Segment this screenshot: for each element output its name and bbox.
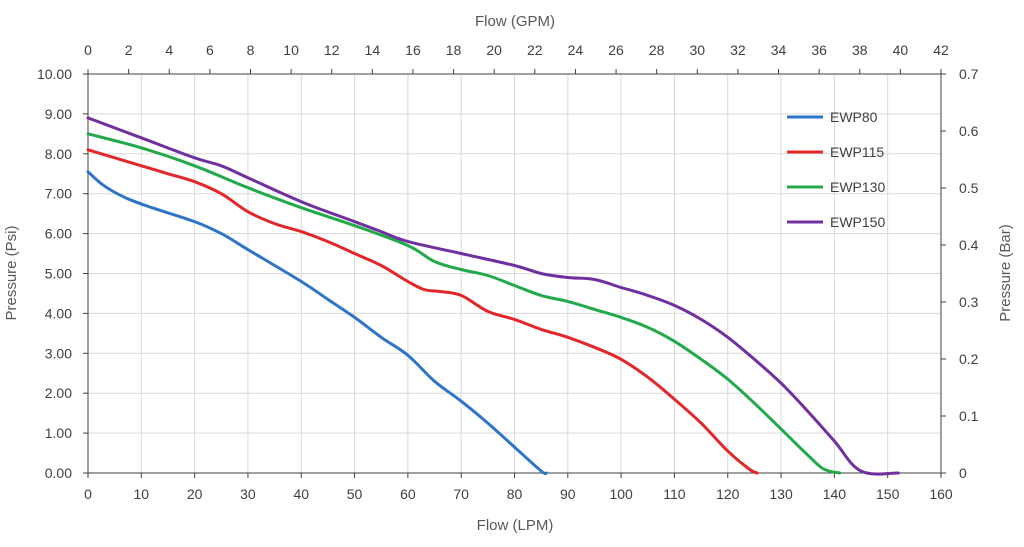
x2-tick-label: 14 — [365, 42, 381, 58]
x2-tick-label: 34 — [771, 42, 787, 58]
x2-tick-label: 6 — [206, 42, 214, 58]
x2-tick-label: 28 — [649, 42, 665, 58]
series-line-ewp150 — [86, 116, 900, 476]
x2-tick-label: 20 — [486, 42, 502, 58]
x2-tick-label: 16 — [405, 42, 421, 58]
series-layer — [86, 116, 900, 476]
y-tick-label: 7.00 — [45, 186, 72, 202]
x2-tick-label: 0 — [84, 42, 92, 58]
y2-tick-label: 0.6 — [959, 123, 979, 139]
y2-tick-label: 0.7 — [959, 66, 979, 82]
x-tick-label: 110 — [663, 486, 686, 502]
x2-tick-label: 30 — [689, 42, 705, 58]
legend-label: EWP130 — [830, 179, 885, 195]
x-tick-label: 90 — [560, 486, 576, 502]
axes-layer: 0 10 20 30 40 50 60 70 80 90 100 110 120 130 140 150 160… — [37, 42, 979, 502]
legend: EWP80 EWP115 EWP130 EWP150 — [787, 109, 885, 230]
x2-tick-label: 26 — [608, 42, 624, 58]
x2-tick-label: 42 — [933, 42, 949, 58]
y2-axis-title: Pressure (Bar) — [997, 224, 1014, 322]
x-tick-label: 80 — [507, 486, 523, 502]
x-tick-label: 0 — [84, 486, 92, 502]
x2-tick-label: 4 — [165, 42, 173, 58]
y2-tick-label: 0.2 — [959, 351, 979, 367]
x-tick-label: 150 — [876, 486, 900, 502]
x-tick-label: 20 — [187, 486, 203, 502]
y2-tick-label: 0.4 — [959, 237, 979, 253]
x2-tick-label: 38 — [852, 42, 868, 58]
y-tick-label: 1.00 — [45, 425, 72, 441]
y-tick-label: 3.00 — [45, 345, 72, 361]
x2-tick-label: 2 — [125, 42, 133, 58]
x-tick-label: 160 — [929, 486, 953, 502]
grid-layer — [88, 73, 942, 473]
x2-axis-title: Flow (GPM) — [475, 13, 555, 30]
x2-tick-label: 24 — [568, 42, 584, 58]
plot-frame — [87, 73, 942, 474]
y2-tick-label: 0.1 — [959, 408, 979, 424]
y2-tick-label: 0.5 — [959, 180, 979, 196]
x2-tick-label: 32 — [730, 42, 746, 58]
x-tick-label: 10 — [134, 486, 150, 502]
x-tick-label: 40 — [293, 486, 309, 502]
y-axis-title: Pressure (Psi) — [3, 225, 20, 320]
x-tick-label: 100 — [609, 486, 633, 502]
x2-tick-label: 12 — [324, 42, 340, 58]
x2-tick-label: 18 — [446, 42, 462, 58]
legend-label: EWP80 — [830, 109, 878, 125]
series-line-ewp130 — [86, 132, 842, 475]
x-tick-label: 70 — [453, 486, 469, 502]
x2-tick-label: 22 — [527, 42, 543, 58]
x2-tick-label: 10 — [283, 42, 299, 58]
series-line-ewp115 — [86, 148, 759, 475]
y-tick-label: 5.00 — [45, 266, 72, 282]
y-tick-label: 0.00 — [45, 465, 72, 481]
y-tick-label: 2.00 — [45, 385, 72, 401]
x-tick-label: 30 — [240, 486, 256, 502]
y2-tick-label: 0 — [959, 465, 967, 481]
y-tick-label: 9.00 — [45, 106, 72, 122]
y-tick-label: 10.00 — [37, 66, 72, 82]
legend-label: EWP115 — [830, 144, 884, 160]
y-tick-label: 6.00 — [45, 226, 72, 242]
y2-tick-label: 0.3 — [959, 294, 979, 310]
x-tick-label: 140 — [823, 486, 847, 502]
y-tick-label: 8.00 — [45, 146, 72, 162]
x2-tick-label: 40 — [893, 42, 909, 58]
y-tick-label: 4.00 — [45, 305, 72, 321]
x-tick-label: 120 — [716, 486, 740, 502]
legend-label: EWP150 — [830, 214, 885, 230]
x2-tick-label: 36 — [811, 42, 827, 58]
x-tick-label: 60 — [400, 486, 416, 502]
x-tick-label: 130 — [769, 486, 793, 502]
series-line-ewp80 — [86, 170, 548, 476]
x-tick-label: 50 — [347, 486, 363, 502]
x-axis-title: Flow (LPM) — [477, 517, 554, 534]
x2-tick-label: 8 — [247, 42, 255, 58]
